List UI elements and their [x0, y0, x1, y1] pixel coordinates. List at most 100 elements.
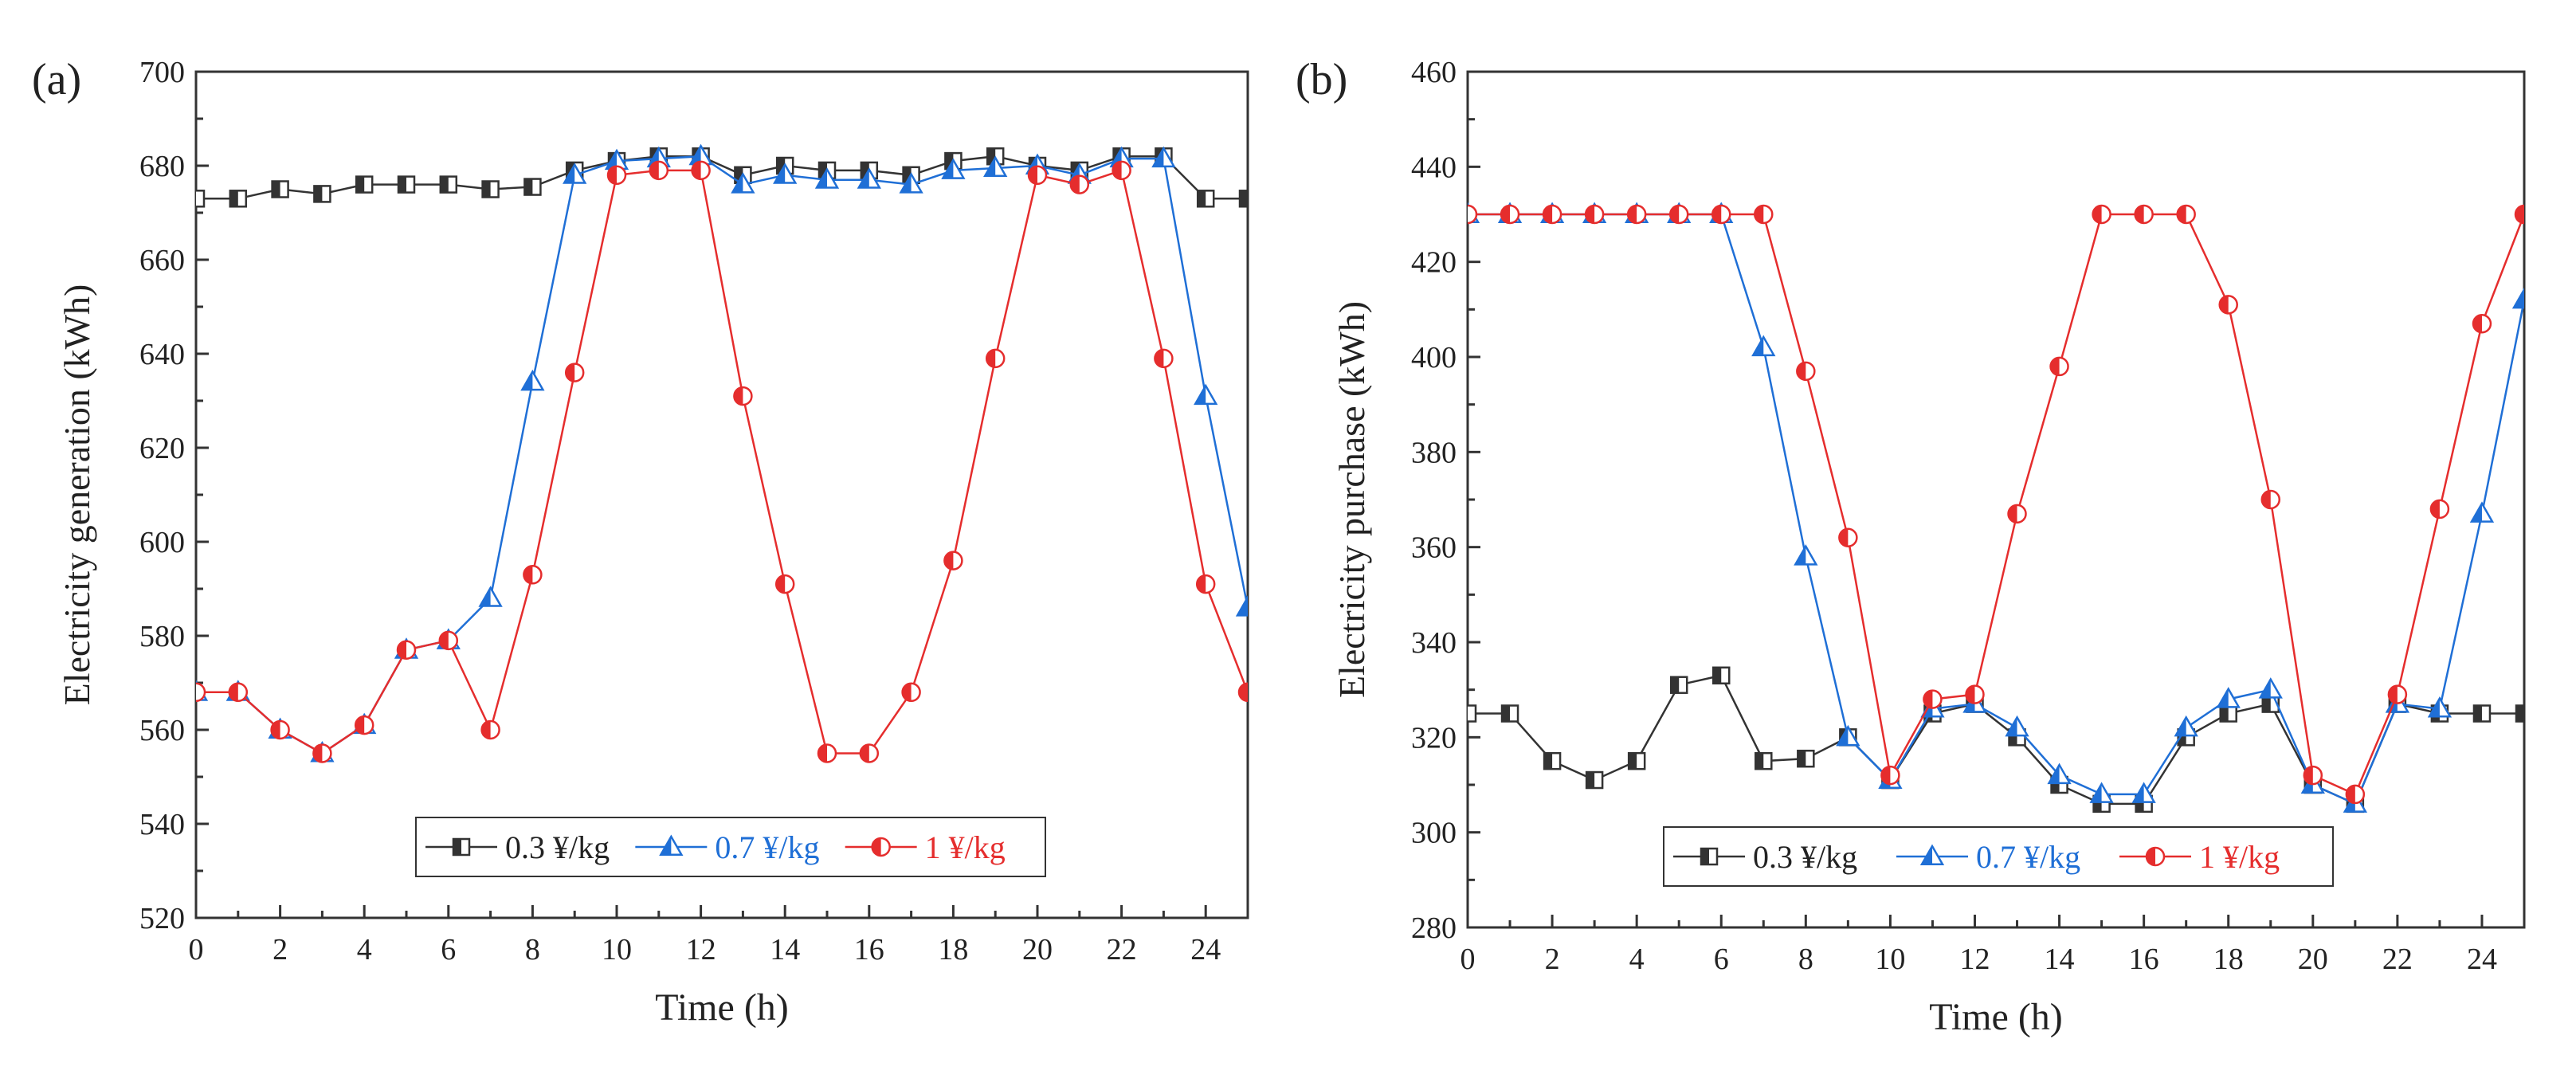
- marker-fill: [985, 157, 996, 176]
- y-tick-label: 660: [139, 244, 185, 277]
- data-point: [2174, 715, 2198, 737]
- series-3: [187, 160, 1248, 763]
- legend-marker: [1700, 847, 1719, 866]
- marker-fill: [1922, 846, 1932, 864]
- x-tick-label: 12: [686, 933, 716, 966]
- marker-fill: [2177, 206, 2186, 223]
- data-point: [2427, 696, 2452, 718]
- data-point: [2131, 782, 2156, 803]
- data-point: [1543, 751, 1562, 770]
- data-point: [1542, 204, 1562, 225]
- marker-fill: [2304, 766, 2313, 785]
- marker-fill: [2430, 500, 2440, 518]
- marker-fill: [900, 174, 912, 193]
- marker-fill: [1797, 362, 1806, 380]
- data-point: [2258, 677, 2283, 699]
- marker-fill: [690, 146, 701, 164]
- series-line: [1468, 213, 2524, 806]
- marker-fill: [2471, 503, 2482, 522]
- y-tick-label: 320: [1411, 721, 1457, 755]
- marker-fill: [1155, 349, 1164, 367]
- series-line: [1468, 213, 2524, 796]
- marker-fill: [522, 371, 533, 390]
- marker-fill: [2516, 705, 2524, 722]
- data-point: [817, 743, 837, 763]
- x-tick-label: 22: [2382, 943, 2413, 976]
- marker-fill: [564, 164, 575, 183]
- data-point: [1235, 595, 1248, 617]
- marker-fill: [1586, 206, 1595, 223]
- marker-fill: [2006, 717, 2017, 736]
- marker-fill: [1457, 204, 1468, 222]
- marker-fill: [2147, 848, 2155, 865]
- data-point: [2134, 204, 2154, 225]
- data-point: [2511, 287, 2524, 309]
- data-point: [691, 160, 711, 181]
- series-line: [196, 155, 1248, 755]
- marker-fill: [440, 176, 449, 193]
- data-point: [1711, 666, 1731, 685]
- series-1: [196, 147, 1248, 208]
- data-point: [1794, 544, 1818, 566]
- marker-fill: [2219, 296, 2229, 314]
- data-point: [1626, 204, 1647, 225]
- marker-fill: [2346, 785, 2355, 803]
- data-point: [733, 386, 753, 406]
- marker-fill: [566, 363, 575, 382]
- data-point: [396, 640, 417, 660]
- marker-fill: [2261, 491, 2271, 508]
- marker-fill: [187, 684, 196, 701]
- marker-fill: [2514, 289, 2524, 308]
- marker-fill: [480, 587, 491, 606]
- data-point: [2007, 504, 2027, 524]
- data-point: [1154, 348, 1174, 369]
- marker-fill: [2515, 206, 2524, 223]
- marker-fill: [2178, 729, 2186, 746]
- marker-fill: [272, 181, 280, 198]
- marker-fill: [2175, 717, 2186, 736]
- data-point: [196, 190, 206, 208]
- marker-fill: [2260, 679, 2271, 698]
- marker-fill: [1197, 575, 1206, 594]
- x-tick-label: 10: [602, 933, 632, 966]
- data-point: [901, 682, 921, 703]
- legend-item-1: 0.3 ¥/kg: [425, 829, 610, 865]
- data-point: [1797, 749, 1815, 768]
- series-line: [1468, 674, 2524, 806]
- x-tick-label: 8: [1798, 943, 1813, 976]
- x-tick-label: 2: [272, 933, 288, 966]
- marker-fill: [524, 178, 533, 195]
- marker-fill: [1459, 206, 1468, 223]
- x-tick-label: 6: [441, 933, 456, 966]
- data-point: [731, 172, 755, 194]
- marker-fill: [987, 148, 996, 165]
- marker-fill: [1586, 772, 1595, 789]
- legend-label: 0.3 ¥/kg: [505, 829, 610, 865]
- marker-fill: [523, 566, 533, 584]
- data-point: [1838, 527, 1858, 547]
- marker-fill: [2008, 504, 2017, 523]
- marker-fill: [872, 838, 881, 856]
- marker-outline: [196, 190, 206, 208]
- legend-marker: [871, 837, 891, 857]
- marker-fill: [944, 551, 954, 570]
- x-tick-label: 20: [2298, 943, 2328, 976]
- marker-fill: [2217, 688, 2229, 708]
- data-point: [312, 743, 332, 763]
- data-point: [1668, 204, 1689, 225]
- marker-fill: [2091, 783, 2102, 802]
- x-axis-title: Time (h): [1929, 996, 2063, 1038]
- marker-fill: [2009, 729, 2017, 746]
- marker-outline: [1468, 204, 1478, 225]
- data-point: [1754, 204, 1774, 225]
- data-point: [563, 163, 587, 184]
- x-tick-label: 16: [854, 933, 884, 966]
- marker-fill: [606, 151, 617, 169]
- legend-label: 0.7 ¥/kg: [1976, 839, 2080, 875]
- data-point: [2515, 704, 2524, 723]
- marker-fill: [776, 575, 786, 594]
- data-point: [1880, 765, 1900, 786]
- y-tick-label: 600: [139, 526, 185, 559]
- marker-fill: [313, 744, 323, 762]
- data-point: [1965, 684, 1985, 704]
